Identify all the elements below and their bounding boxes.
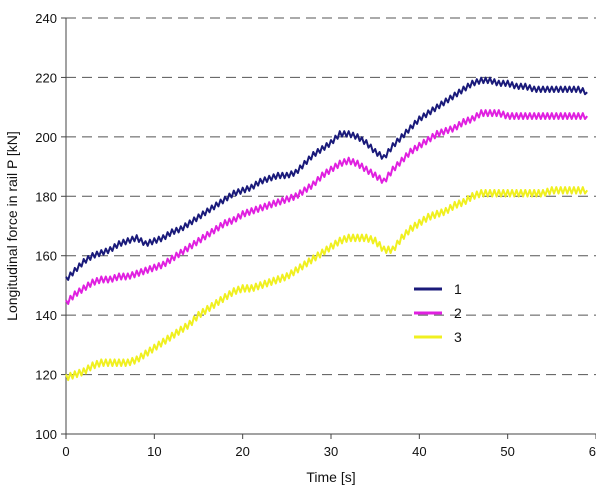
grid-lines	[66, 17, 596, 376]
y-tick-label: 220	[35, 70, 57, 85]
y-axis-label: Longitudinal force in rail P [kN]	[4, 131, 20, 321]
legend: 1 2 3	[414, 281, 462, 345]
x-axis-label: Time [s]	[306, 469, 355, 485]
tick-labels: 100 120 140 160 180 200 220 240 0 10 20 30 40 50 60	[35, 11, 596, 459]
series-line-2	[65, 109, 588, 305]
x-tick-label: 60	[589, 444, 596, 459]
x-tick-label: 20	[235, 444, 249, 459]
y-tick-label: 180	[35, 189, 57, 204]
legend-label-3: 3	[454, 329, 462, 345]
x-tick-label: 10	[147, 444, 161, 459]
y-tick-label: 240	[35, 11, 57, 26]
series-lines	[65, 76, 589, 382]
legend-label-2: 2	[454, 305, 462, 321]
y-tick-label: 160	[35, 249, 57, 264]
legend-label-1: 1	[454, 281, 462, 297]
y-tick-label: 120	[35, 368, 57, 383]
y-tick-label: 100	[35, 427, 57, 442]
x-tick-label: 30	[324, 444, 338, 459]
x-tick-label: 0	[62, 444, 69, 459]
series-line-3	[65, 186, 589, 382]
x-tick-label: 40	[412, 444, 426, 459]
axes	[61, 17, 596, 439]
x-tick-label: 50	[500, 444, 514, 459]
y-tick-label: 140	[35, 308, 57, 323]
series-line-1	[65, 76, 588, 281]
y-tick-label: 200	[35, 130, 57, 145]
